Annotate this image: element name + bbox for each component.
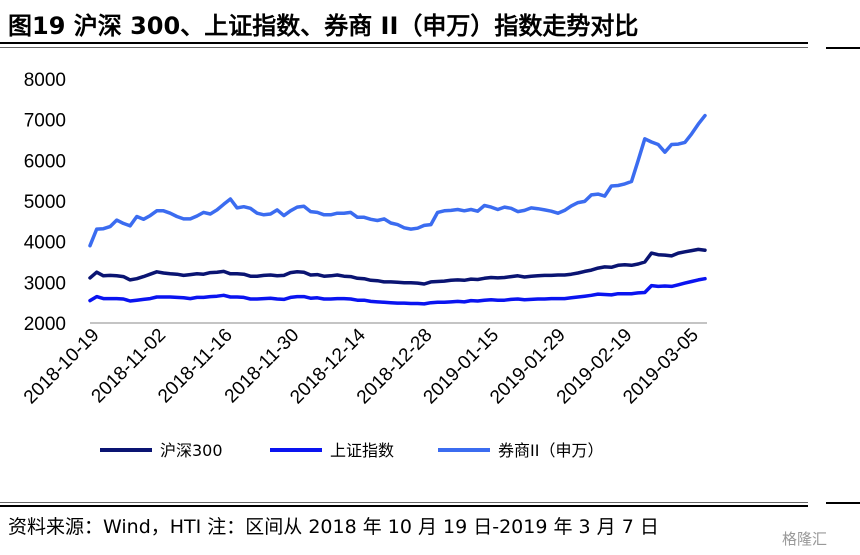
x-tick-labels: 2018-10-192018-11-022018-11-162018-11-30… <box>20 324 703 408</box>
top-rule-thin <box>0 47 808 48</box>
bottom-right-rule-accent <box>826 502 860 504</box>
y-tick-label: 2000 <box>24 314 66 335</box>
source-note: 资料来源：Wind，HTI 注：区间从 2018 年 10 月 19 日-201… <box>8 516 659 538</box>
y-tick-label: 6000 <box>24 151 66 172</box>
page-title: 图19 沪深 300、上证指数、券商 II（申万）指数走势对比 <box>8 12 639 40</box>
y-tick-label: 7000 <box>24 111 66 132</box>
watermark: 格隆汇 <box>782 530 828 548</box>
bottom-rule-thin <box>0 502 808 503</box>
series-lines <box>88 113 707 306</box>
y-tick-label: 5000 <box>24 192 66 213</box>
legend: 沪深300 上证指数 券商II（申万） <box>100 441 603 460</box>
y-tick-label: 8000 <box>24 70 66 91</box>
legend-label-sh: 上证指数 <box>330 441 394 460</box>
bottom-rule <box>0 505 808 507</box>
legend-label-broker: 券商II（申万） <box>498 441 603 460</box>
series-line-hs300 <box>88 247 707 286</box>
legend-label-hs300: 沪深300 <box>160 441 223 460</box>
series-line-sh <box>88 276 707 306</box>
y-tick-label: 3000 <box>24 273 66 294</box>
right-rule-accent <box>826 47 860 49</box>
series-line-broker <box>88 113 707 248</box>
y-tick-labels: 2000 3000 4000 5000 6000 7000 8000 <box>24 70 66 335</box>
top-rule <box>0 42 808 44</box>
y-tick-label: 4000 <box>24 233 66 254</box>
